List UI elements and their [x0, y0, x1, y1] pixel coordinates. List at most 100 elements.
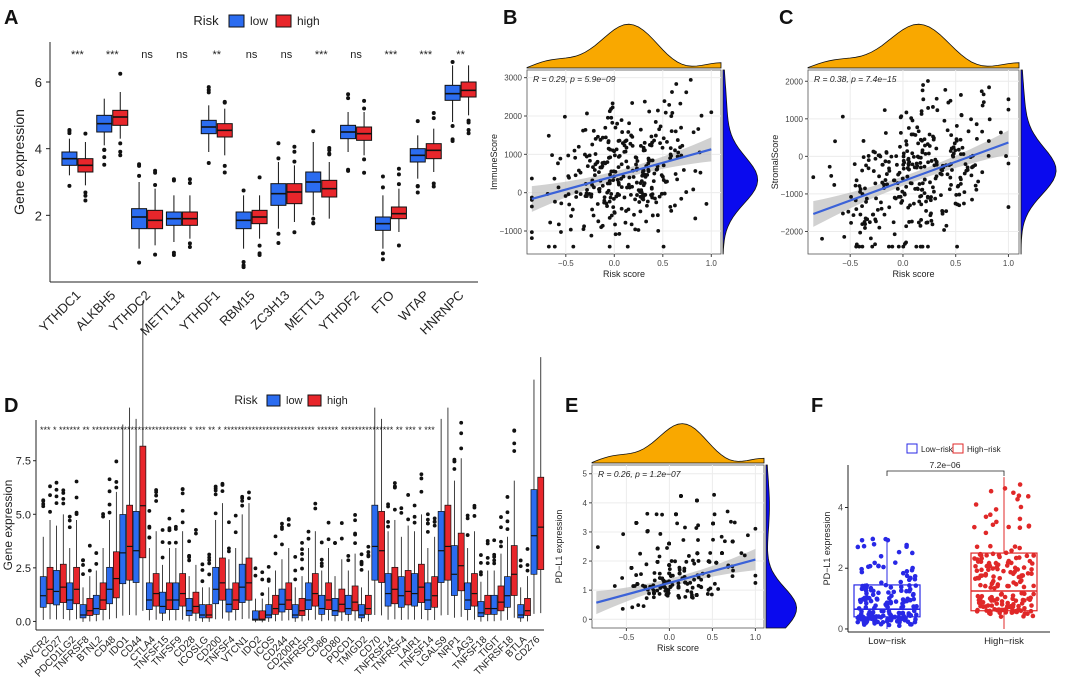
outlier-point [472, 514, 477, 518]
x-tick-label: High−risk [984, 636, 1024, 647]
data-point [970, 165, 974, 170]
data-point [609, 107, 613, 111]
box-high-TNFRSF4 [404, 570, 412, 606]
data-point [651, 595, 656, 600]
jitter-point [1002, 594, 1008, 600]
data-point [675, 521, 680, 526]
data-point [931, 185, 935, 190]
jitter-point [859, 609, 864, 614]
jitter-point [1012, 544, 1018, 549]
data-point [901, 166, 906, 171]
data-point [679, 196, 684, 201]
outlier-point [292, 149, 297, 154]
outlier-point [276, 141, 281, 146]
outlier-point [61, 491, 66, 495]
data-point [931, 137, 936, 142]
data-point [603, 125, 608, 130]
data-point [719, 534, 724, 539]
data-point [917, 182, 922, 186]
data-point [987, 85, 991, 90]
data-point [695, 551, 700, 556]
data-point [905, 149, 910, 153]
data-point [861, 155, 866, 159]
data-point [911, 154, 916, 159]
x-axis-title: Risk score [603, 269, 645, 279]
box-high-TNFRSF18 [510, 545, 518, 596]
outlier-point [241, 259, 246, 264]
data-point [894, 162, 899, 167]
data-point [651, 588, 656, 593]
outlier-point [346, 168, 351, 173]
jitter-point [876, 590, 881, 596]
data-point [933, 196, 938, 201]
box-high-HNRNPC [460, 81, 477, 98]
data-point [706, 574, 711, 578]
outlier-point [167, 516, 172, 521]
outlier-point [452, 457, 457, 462]
box-low-PDCD1LG2 [66, 582, 74, 610]
jitter-point [1016, 555, 1022, 560]
jitter-point [861, 543, 867, 549]
data-point [617, 138, 622, 143]
outlier-point [311, 216, 316, 221]
data-point [627, 121, 631, 126]
jitter-point [1017, 525, 1023, 530]
data-point [918, 223, 923, 228]
data-point [589, 233, 594, 238]
outlier-point [171, 250, 176, 255]
outlier-point [160, 540, 165, 545]
data-point [955, 184, 960, 189]
data-point [904, 224, 909, 229]
outlier-point [48, 493, 52, 498]
panel-label-F: F [811, 395, 823, 417]
jitter-point [1013, 598, 1019, 603]
data-point [563, 194, 568, 198]
data-point [684, 190, 689, 194]
outlier-point [300, 566, 304, 571]
data-point [546, 133, 551, 138]
legend-swatch-high [307, 394, 322, 407]
data-point [833, 139, 837, 144]
outlier-point [333, 541, 337, 545]
outlier-point [525, 568, 530, 573]
y-tick-label: −1000 [781, 190, 804, 199]
data-point [635, 193, 639, 197]
box-low-TNFSF18 [477, 601, 485, 618]
outlier-point [200, 562, 205, 567]
data-point [636, 603, 641, 608]
outlier-point [518, 564, 523, 569]
data-point [877, 225, 882, 230]
outlier-point [180, 520, 185, 525]
data-point [647, 591, 651, 596]
jitter-point [899, 588, 904, 594]
box-high-CD70 [378, 511, 385, 583]
data-point [863, 226, 867, 230]
panel-label-C: C [779, 7, 793, 29]
outlier-point [366, 550, 371, 554]
data-point [556, 161, 560, 166]
data-point [608, 172, 612, 177]
outlier-point [492, 554, 497, 559]
data-point [607, 244, 612, 249]
jitter-point [889, 593, 894, 599]
jitter-point [988, 488, 994, 494]
data-point [969, 173, 974, 178]
data-point [642, 181, 647, 186]
data-point [732, 520, 737, 525]
box-low-TIGIT [490, 594, 498, 615]
data-point [633, 155, 638, 160]
data-point [696, 559, 701, 563]
data-point [657, 127, 662, 132]
data-point [882, 212, 887, 217]
outlier-point [392, 481, 397, 485]
box-low-VTCN1 [238, 563, 246, 603]
jitter-point [1029, 603, 1034, 608]
data-point [923, 143, 927, 148]
jitter-point [1019, 601, 1025, 606]
data-point [624, 145, 629, 150]
data-point [934, 96, 939, 101]
box-high-LAG3 [471, 573, 478, 607]
data-point [901, 154, 906, 159]
outlier-point [61, 488, 66, 493]
data-point [851, 213, 856, 218]
